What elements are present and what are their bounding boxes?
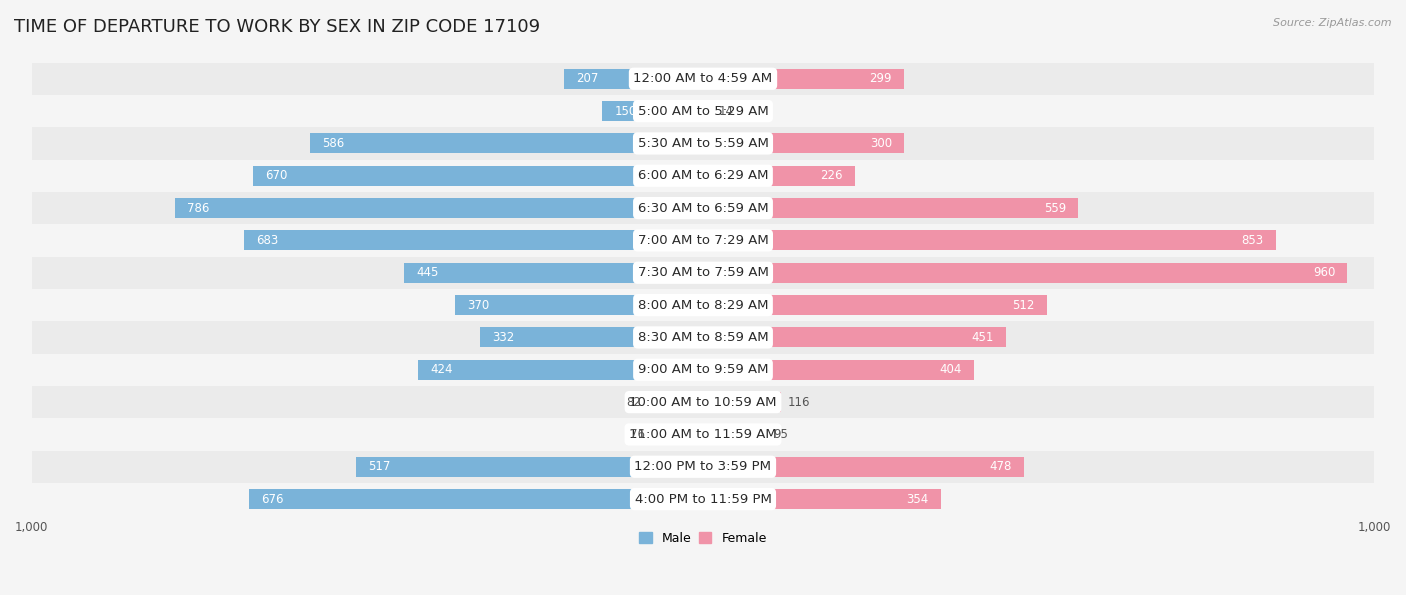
Text: 226: 226: [820, 169, 842, 182]
Text: 670: 670: [266, 169, 288, 182]
Text: 207: 207: [576, 72, 599, 85]
Bar: [32, 95, 1374, 127]
Bar: [703, 424, 766, 444]
Bar: [703, 69, 904, 89]
Bar: [652, 424, 703, 444]
Bar: [32, 353, 1374, 386]
Bar: [703, 101, 713, 121]
Text: 95: 95: [773, 428, 789, 441]
Bar: [703, 457, 1024, 477]
Text: 5:30 AM to 5:59 AM: 5:30 AM to 5:59 AM: [637, 137, 769, 150]
Bar: [703, 263, 1347, 283]
Bar: [703, 489, 941, 509]
Text: 116: 116: [787, 396, 810, 409]
Bar: [602, 101, 703, 121]
Bar: [564, 69, 703, 89]
Text: 683: 683: [256, 234, 278, 247]
Text: 8:00 AM to 8:29 AM: 8:00 AM to 8:29 AM: [638, 299, 768, 312]
Bar: [253, 166, 703, 186]
Bar: [703, 230, 1275, 250]
Text: 299: 299: [869, 72, 891, 85]
Bar: [419, 360, 703, 380]
Text: 786: 786: [187, 202, 209, 215]
Text: 12:00 PM to 3:59 PM: 12:00 PM to 3:59 PM: [634, 461, 772, 473]
Bar: [703, 327, 1005, 347]
Bar: [356, 457, 703, 477]
Bar: [703, 360, 974, 380]
Text: 9:00 AM to 9:59 AM: 9:00 AM to 9:59 AM: [638, 364, 768, 376]
Text: 332: 332: [492, 331, 515, 344]
Text: 82: 82: [626, 396, 641, 409]
Bar: [703, 295, 1046, 315]
Bar: [32, 256, 1374, 289]
Bar: [32, 192, 1374, 224]
Bar: [32, 321, 1374, 353]
Text: 10:00 AM to 10:59 AM: 10:00 AM to 10:59 AM: [630, 396, 776, 409]
Text: 676: 676: [262, 493, 284, 506]
Bar: [32, 289, 1374, 321]
Legend: Male, Female: Male, Female: [634, 527, 772, 550]
Text: 478: 478: [990, 461, 1012, 473]
Bar: [32, 450, 1374, 483]
Text: TIME OF DEPARTURE TO WORK BY SEX IN ZIP CODE 17109: TIME OF DEPARTURE TO WORK BY SEX IN ZIP …: [14, 18, 540, 36]
Bar: [703, 133, 904, 154]
Text: 5:00 AM to 5:29 AM: 5:00 AM to 5:29 AM: [638, 105, 768, 118]
Bar: [479, 327, 703, 347]
Bar: [32, 483, 1374, 515]
Bar: [454, 295, 703, 315]
Bar: [32, 386, 1374, 418]
Bar: [32, 224, 1374, 256]
Text: 150: 150: [614, 105, 637, 118]
Text: 445: 445: [416, 267, 439, 279]
Bar: [32, 127, 1374, 159]
Bar: [176, 198, 703, 218]
Text: 512: 512: [1012, 299, 1035, 312]
Text: 404: 404: [939, 364, 962, 376]
Bar: [32, 62, 1374, 95]
Bar: [405, 263, 703, 283]
Bar: [32, 418, 1374, 450]
Text: 6:00 AM to 6:29 AM: 6:00 AM to 6:29 AM: [638, 169, 768, 182]
Text: 8:30 AM to 8:59 AM: 8:30 AM to 8:59 AM: [638, 331, 768, 344]
Text: 76: 76: [630, 428, 645, 441]
Bar: [703, 166, 855, 186]
Bar: [703, 392, 780, 412]
Text: 14: 14: [718, 105, 734, 118]
Text: 12:00 AM to 4:59 AM: 12:00 AM to 4:59 AM: [634, 72, 772, 85]
Text: 424: 424: [430, 364, 453, 376]
Text: 559: 559: [1043, 202, 1066, 215]
Bar: [648, 392, 703, 412]
Text: 4:00 PM to 11:59 PM: 4:00 PM to 11:59 PM: [634, 493, 772, 506]
Text: 370: 370: [467, 299, 489, 312]
Bar: [32, 159, 1374, 192]
Text: 853: 853: [1241, 234, 1264, 247]
Text: 517: 517: [368, 461, 391, 473]
Text: 586: 586: [322, 137, 344, 150]
Text: Source: ZipAtlas.com: Source: ZipAtlas.com: [1274, 18, 1392, 28]
Text: 6:30 AM to 6:59 AM: 6:30 AM to 6:59 AM: [638, 202, 768, 215]
Text: 7:30 AM to 7:59 AM: 7:30 AM to 7:59 AM: [637, 267, 769, 279]
Text: 11:00 AM to 11:59 AM: 11:00 AM to 11:59 AM: [628, 428, 778, 441]
Bar: [249, 489, 703, 509]
Bar: [245, 230, 703, 250]
Text: 7:00 AM to 7:29 AM: 7:00 AM to 7:29 AM: [638, 234, 768, 247]
Bar: [703, 198, 1078, 218]
Text: 960: 960: [1313, 267, 1336, 279]
Bar: [309, 133, 703, 154]
Text: 451: 451: [972, 331, 994, 344]
Text: 300: 300: [870, 137, 893, 150]
Text: 354: 354: [907, 493, 928, 506]
